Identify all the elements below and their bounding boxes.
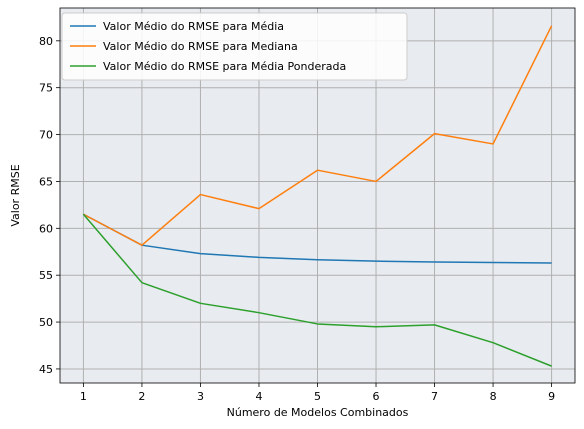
x-tick-label: 9 <box>548 390 555 403</box>
x-tick-label: 3 <box>197 390 204 403</box>
x-tick-label: 2 <box>138 390 145 403</box>
y-tick-label: 75 <box>39 82 53 95</box>
y-axis-ticks: 45 50 55 60 65 70 75 80 <box>39 35 60 376</box>
x-tick-label: 7 <box>431 390 438 403</box>
x-tick-label: 6 <box>373 390 380 403</box>
y-tick-label: 80 <box>39 35 53 48</box>
legend-label-3: Valor Médio do RMSE para Média Ponderada <box>103 60 346 73</box>
series-line-2 <box>83 25 553 246</box>
y-tick-label: 55 <box>39 269 53 282</box>
y-axis-title: Valor RMSE <box>9 164 22 226</box>
series-line-3 <box>82 213 552 367</box>
series-lines <box>82 25 553 367</box>
y-tick-label: 65 <box>39 175 53 188</box>
x-axis-title: Número de Modelos Combinados <box>227 406 409 419</box>
x-tick-label: 5 <box>314 390 321 403</box>
y-tick-label: 45 <box>39 363 53 376</box>
legend: Valor Médio do RMSE para Média Valor Médi… <box>61 12 408 81</box>
x-tick-label: 8 <box>490 390 497 403</box>
x-tick-label: 4 <box>255 390 262 403</box>
y-tick-label: 70 <box>39 129 53 142</box>
x-axis-ticks: 1 2 3 4 5 6 7 8 9 <box>80 383 555 403</box>
legend-box <box>61 12 408 81</box>
series-line-1 <box>83 213 552 264</box>
y-tick-label: 60 <box>39 222 53 235</box>
legend-label-2: Valor Médio do RMSE para Mediana <box>103 40 298 53</box>
x-tick-label: 1 <box>80 390 87 403</box>
legend-label-1: Valor Médio do RMSE para Média <box>103 20 284 33</box>
y-tick-label: 50 <box>39 316 53 329</box>
